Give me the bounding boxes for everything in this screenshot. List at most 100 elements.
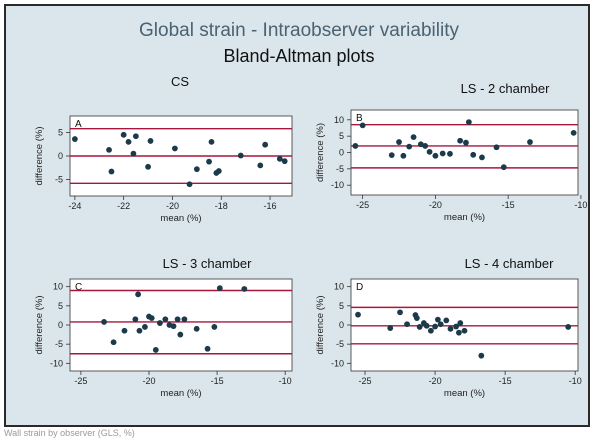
panel-d-point-21 [565, 324, 572, 330]
panel-b-point-12 [439, 150, 446, 157]
panel-b-point-1 [352, 143, 359, 149]
panel-c-point-2 [110, 339, 117, 346]
panel-d: LS - 4 chamber D -10 -5 0 5 10 -25 -20 -15 -10 mean… [315, 256, 582, 399]
panel-a-point-5 [125, 138, 132, 145]
panel-c-point-19 [204, 345, 211, 352]
panel-d-ytick-label: -5 [336, 339, 344, 349]
panel-d-point-15 [447, 325, 454, 332]
footer-caption: Wall strain by observer (GLS, %) [4, 428, 135, 438]
panel-a-point-9 [147, 138, 154, 144]
panel-b-point-3 [388, 152, 395, 159]
panel-d-point-13 [437, 321, 444, 328]
panel-c-point-22 [241, 286, 248, 292]
panel-d-point-3 [397, 309, 403, 316]
panel-c-point-17 [181, 316, 188, 323]
panel-b-point-14 [457, 137, 464, 144]
panel-d-xtick-label: -25 [359, 376, 372, 386]
panel-d-point-2 [387, 325, 394, 331]
panel-c-point-12 [162, 316, 169, 323]
panel-b-xlabel: mean (%) [444, 212, 485, 223]
panel-c-xlabel: mean (%) [160, 388, 201, 399]
panel-a-ytick-label: 0 [58, 151, 63, 161]
panel-a-title: CS [171, 74, 189, 89]
panel-c-point-15 [174, 316, 181, 323]
panel-a-point-14 [208, 138, 215, 145]
panel-b-point-5 [400, 152, 407, 159]
panel-c-point-11 [156, 320, 163, 326]
panel-b-xtick-label: -10 [574, 200, 587, 210]
panel-a-point-8 [145, 163, 151, 170]
panel-a-point-7 [132, 133, 139, 140]
panel-c-point-5 [135, 291, 141, 298]
panel-d-title: LS - 4 chamber [465, 256, 555, 271]
panel-c-ytick-label: 5 [58, 301, 63, 311]
panel-b-point-8 [417, 141, 424, 148]
panel-d-ylabel: difference (%) [315, 296, 326, 355]
panel-c-title: LS - 3 chamber [163, 256, 253, 271]
panel-a-xlabel: mean (%) [160, 213, 201, 224]
panel-a-point-19 [262, 141, 269, 148]
panel-b-point-15 [463, 139, 469, 146]
panel-a-point-17 [237, 152, 244, 159]
panel-b-ytick-label: -10 [331, 180, 344, 190]
panel-a-point-11 [186, 181, 193, 188]
panel-d-letter: D [356, 282, 363, 293]
panel-c-ylabel: difference (%) [34, 296, 45, 355]
panel-a-xtick-label: -22 [117, 201, 130, 211]
panel-c-xtick-label: -25 [74, 376, 87, 386]
panel-c-ytick-label: 10 [53, 282, 63, 292]
panel-a-point-3 [108, 168, 115, 175]
panel-d-point-14 [443, 317, 450, 324]
panel-c-ytick-label: 0 [58, 320, 63, 330]
panel-a-point-16 [215, 168, 222, 174]
panel-b-point-21 [527, 139, 533, 145]
panel-c-point-7 [142, 324, 148, 330]
panel-c: LS - 3 chamber C -10 -5 0 5 10 -25 -20 -15 -10 mean… [34, 256, 293, 399]
panel-b-point-18 [479, 154, 485, 161]
panel-d-ytick-label: -10 [331, 358, 344, 368]
panel-b-ytick-label: -5 [336, 164, 344, 174]
panel-a-point-1 [71, 136, 78, 142]
panel-b-point-19 [493, 144, 500, 151]
panel-c-point-20 [211, 324, 218, 330]
panel-a-ylabel: difference (%) [34, 127, 45, 186]
panel-a-point-18 [257, 162, 264, 169]
panel-d-point-9 [423, 322, 430, 329]
panel-a-point-10 [172, 145, 178, 152]
panel-d-point-19 [461, 327, 468, 334]
panel-c-plot-region [69, 278, 293, 372]
panel-d-point-17 [455, 329, 462, 336]
panel-c-point-16 [177, 331, 184, 338]
figure-title: Global strain - Intraobserver variabilit… [139, 20, 459, 41]
panel-a-point-20 [276, 155, 283, 162]
panel-a-point-6 [130, 150, 137, 157]
panel-a-xtick-label: -16 [264, 201, 277, 211]
panel-c-xtick-label: -10 [279, 376, 292, 386]
panel-d-xtick-label: -10 [569, 376, 582, 386]
panel-d-point-10 [427, 327, 434, 334]
panel-c-point-4 [132, 316, 139, 323]
panel-a-letter: A [75, 119, 82, 130]
panel-a-point-12 [193, 166, 200, 173]
panel-c-point-3 [121, 327, 128, 334]
panel-c-point-18 [193, 325, 200, 332]
panel-a-xtick-label: -20 [166, 201, 179, 211]
panel-b-point-7 [410, 134, 417, 141]
panel-d-plot-region [350, 278, 579, 372]
panel-d-ytick-label: 0 [339, 320, 344, 330]
panel-b-point-4 [396, 139, 402, 145]
panel-b-xtick-label: -20 [429, 200, 442, 210]
panel-c-xtick-label: -15 [211, 376, 224, 386]
panel-a: CS A -5 0 5 -24 -22 -20 -18 -16 mean (%) difference… [34, 74, 293, 224]
panel-a-point-13 [206, 158, 212, 165]
panel-c-xtick-label: -20 [142, 376, 155, 386]
panel-d-point-6 [413, 315, 420, 321]
panel-c-point-21 [216, 285, 223, 292]
panel-a-xtick-label: -18 [215, 201, 228, 211]
panel-d-ytick-label: 5 [339, 301, 344, 311]
panel-a-point-4 [120, 131, 127, 138]
panel-b-ytick-label: 0 [339, 148, 344, 158]
panel-b-point-11 [432, 152, 439, 159]
panel-c-point-14 [170, 323, 177, 330]
